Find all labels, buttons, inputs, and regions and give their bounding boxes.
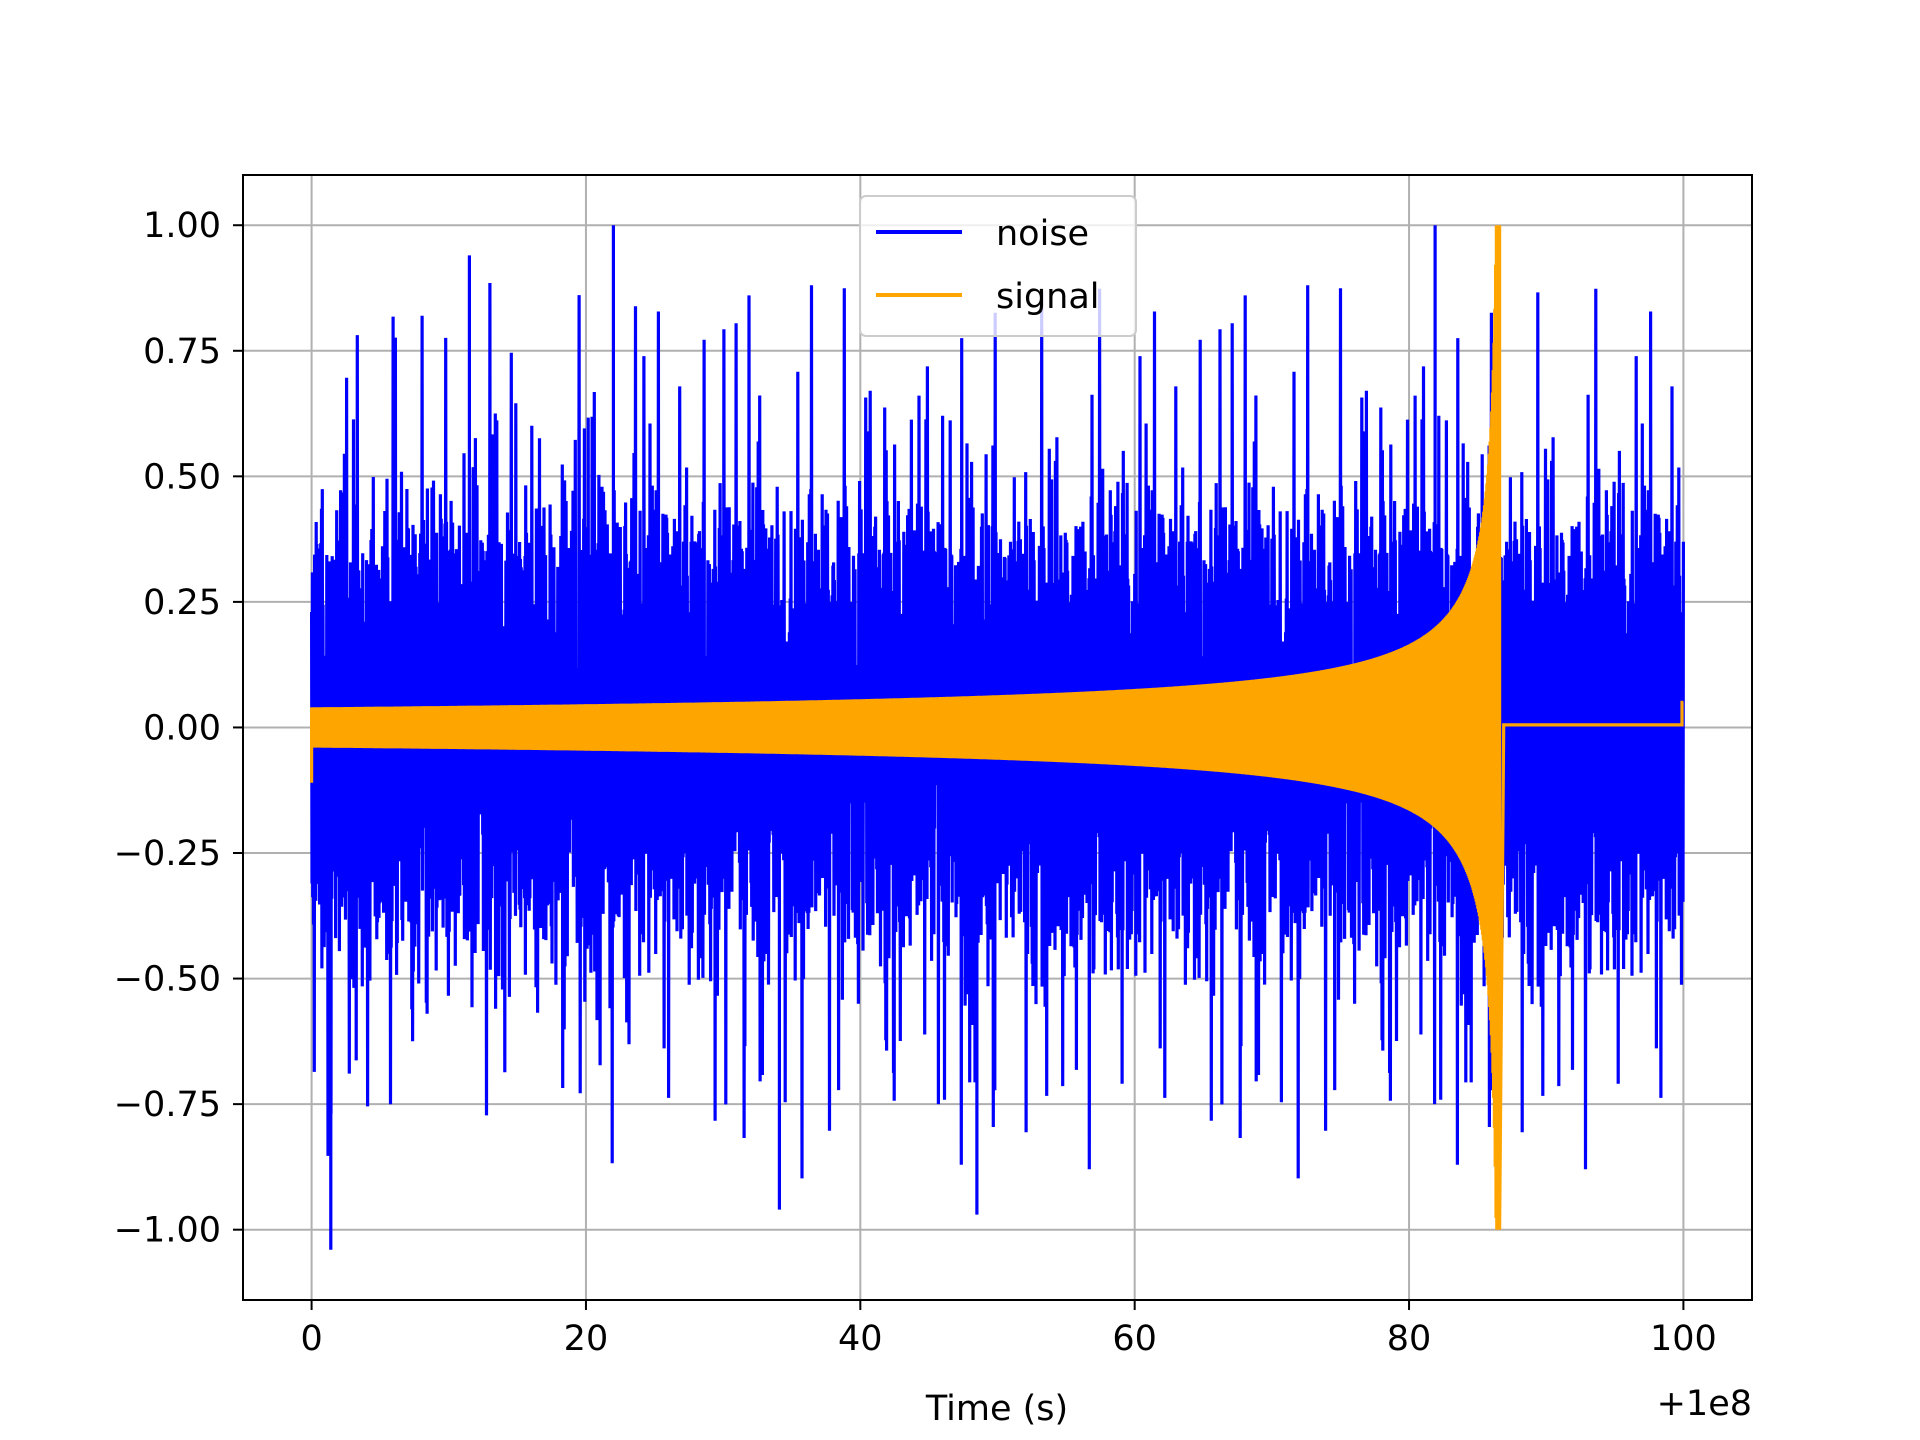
y-tick-label: 0.50	[143, 457, 221, 497]
legend-label-noise: noise	[996, 214, 1089, 254]
x-tick-label: 40	[838, 1319, 883, 1359]
x-offset-label: +1e8	[1657, 1384, 1752, 1424]
y-tick-label: −1.00	[114, 1211, 221, 1251]
series-noise-line	[310, 225, 1685, 1250]
y-tick-label: 1.00	[143, 206, 221, 246]
x-axis: 0 20 40 60 80 100	[300, 1300, 1717, 1359]
y-tick-label: 0.00	[143, 708, 221, 748]
y-tick-label: 0.25	[143, 583, 221, 623]
x-tick-label: 20	[564, 1319, 609, 1359]
x-tick-label: 80	[1387, 1319, 1432, 1359]
y-tick-label: 0.75	[143, 332, 221, 372]
y-tick-label: −0.25	[114, 834, 221, 874]
legend-label-signal: signal	[996, 277, 1100, 317]
y-tick-label: −0.50	[114, 960, 221, 1000]
legend: noise signal	[859, 195, 1137, 337]
plot-frame	[242, 174, 1753, 1301]
x-axis-label: Time (s)	[925, 1389, 1068, 1429]
y-tick-label: −0.75	[114, 1085, 221, 1125]
plot-area	[310, 225, 1685, 1250]
x-tick-label: 0	[300, 1319, 322, 1359]
y-axis: 1.00 0.75 0.50 0.25 0.00 −0.25 −0.50 −0.75 −1.00	[114, 206, 243, 1251]
x-tick-label: 100	[1650, 1319, 1717, 1359]
series-signal-line	[310, 225, 1684, 1230]
x-tick-label: 60	[1112, 1319, 1157, 1359]
